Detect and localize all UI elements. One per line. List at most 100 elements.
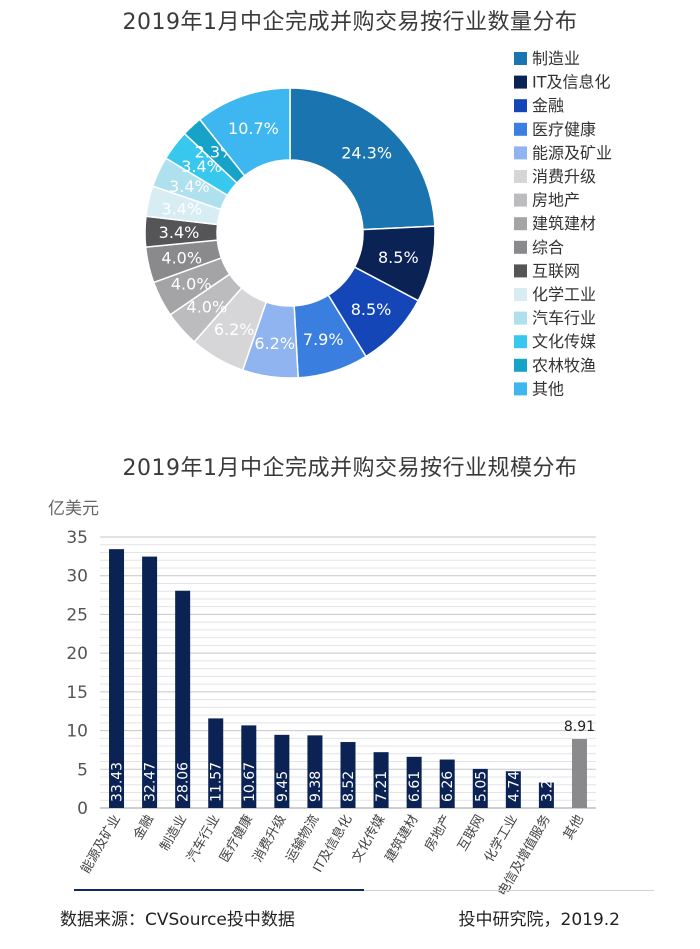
bar [538,782,554,808]
x-tick-label: 能源及矿业 [78,813,123,877]
donut-slice-label: 8.5% [378,248,419,267]
footer-divider-dark [74,889,364,891]
bar-value-label: 8.52 [341,771,357,802]
donut-slice-label: 3.4% [169,177,210,196]
bar-value-label: 9.38 [308,771,324,802]
donut-slice-label: 10.7% [228,119,279,138]
donut-slice-label: 24.3% [341,144,392,163]
legend-swatch [514,217,527,231]
legend-entry: 金融 [532,96,564,115]
legend-swatch [514,264,527,278]
donut-slice-label: 3.4% [181,157,222,176]
legend-entry: 文化传媒 [532,332,596,351]
bar [274,734,290,808]
bar [307,735,323,808]
bar-value-label: 11.57 [209,762,225,802]
donut-slice [198,87,291,177]
donut-slice [289,87,436,231]
y-tick-label: 15 [66,683,88,703]
donut-slice-label: 3.4% [159,223,200,242]
legend-entry: 其他 [532,379,564,398]
bar-value-label: 9.45 [275,771,291,802]
bar-value-label: 6.61 [407,771,423,802]
bar [439,759,455,808]
x-tick-label: 其他 [561,813,587,843]
legend-swatch [514,311,527,325]
legend-entry: 房地产 [532,191,580,210]
bar-value-label: 32.47 [143,762,159,802]
bar [373,752,389,808]
bar-value-label: 3.29 [539,771,555,802]
donut-slice-label: 4.0% [171,275,212,294]
y-tick-label: 10 [66,722,88,742]
legend-swatch [514,122,527,136]
legend-entry: 互联网 [532,261,580,280]
bar-value-label: 7.21 [374,771,390,802]
y-tick-label: 20 [66,644,88,664]
donut-slice-label: 8.5% [351,300,392,319]
donut-legend: 制造业 IT及信息化金融医疗健康能源及矿业消费升级房地产建筑建材综合互联网化学工业… [514,49,612,398]
bar-value-label: 10.67 [242,762,258,802]
legend-swatch [514,170,527,183]
bar-value-label: 5.05 [473,771,489,802]
legend-swatch [514,335,527,349]
x-tick-label: 互联网 [455,813,487,854]
donut-slice-label: 6.2% [214,320,255,339]
bar [175,590,191,808]
donut-slice-label: 7.9% [303,330,344,349]
donut-slice-label: 6.2% [254,334,295,353]
bar [571,739,587,808]
legend-entry: 医疗健康 [532,120,596,139]
donut-slice-label: 4.0% [161,249,202,268]
donut-chart-title: 2019年1月中企完成并购交易按行业数量分布 [122,10,578,35]
bar-value-label: 4.74 [506,771,522,802]
legend-swatch [514,52,527,65]
y-tick-label: 0 [77,799,88,819]
x-tick-label: 房地产 [421,812,454,854]
legend-entry: 建筑建材 [532,214,596,233]
legend-swatch [514,358,527,372]
legend-swatch [514,240,527,254]
legend-entry: 化学工业 [532,285,596,304]
legend-entry: IT及信息化 [532,73,611,92]
legend-swatch [514,193,527,207]
legend-swatch [514,146,527,160]
bar [109,549,125,808]
publisher-note: 投中研究院，2019.2 [458,910,620,930]
donut-chart: 24.3% 8.5% 8.5% 7.9% 6.2%6.2% 4.0% 4.0% 4.0% 3.4… [144,87,436,379]
bar [142,556,158,808]
charts-canvas: 24.3% 8.5% 8.5% 7.9% 6.2%6.2% 4.0% 4.0% 4.0% 3.4… [48,49,612,899]
y-tick-label: 30 [66,567,88,587]
legend-entry: 综合 [532,238,564,257]
bar [340,742,356,808]
legend-swatch [514,75,527,89]
bar-value-label: 28.06 [176,762,192,802]
donut-slice-label: 3.4% [161,199,202,218]
bar [241,725,257,808]
bar-value-label: 33.43 [110,762,126,802]
legend-entry: 汽车行业 [532,309,596,328]
x-tick-label: 金融 [130,812,157,843]
y-tick-label: 5 [77,760,88,780]
legend-entry: 制造业 [532,49,580,68]
legend-entry: 农林牧渔 [532,356,596,375]
legend-swatch [514,382,527,396]
bar-value-label: 6.26 [440,771,456,802]
bar-value-label: 8.91 [564,719,595,735]
legend-entry: 能源及矿业 [532,143,612,162]
y-tick-label: 25 [66,605,88,625]
bar [208,718,224,808]
legend-swatch [514,99,527,113]
bar [406,756,422,808]
y-axis-label: 亿美元 [48,499,99,519]
legend-entry: 消费升级 [532,167,596,186]
bar [472,768,488,808]
bar-chart: 亿美元 0 5 10 15 20 25 30 35 33.43 能源及矿业 32.47 金融 28.06 制… [48,499,596,899]
y-tick-label: 35 [66,528,88,548]
donut-slice-label: 4.0% [187,298,228,317]
data-source-note: 数据来源：CVSource投中数据 [60,910,295,930]
x-tick-label: 制造业 [158,813,190,854]
bar [505,771,521,808]
legend-swatch [514,288,527,301]
footer-divider-light [364,890,654,891]
